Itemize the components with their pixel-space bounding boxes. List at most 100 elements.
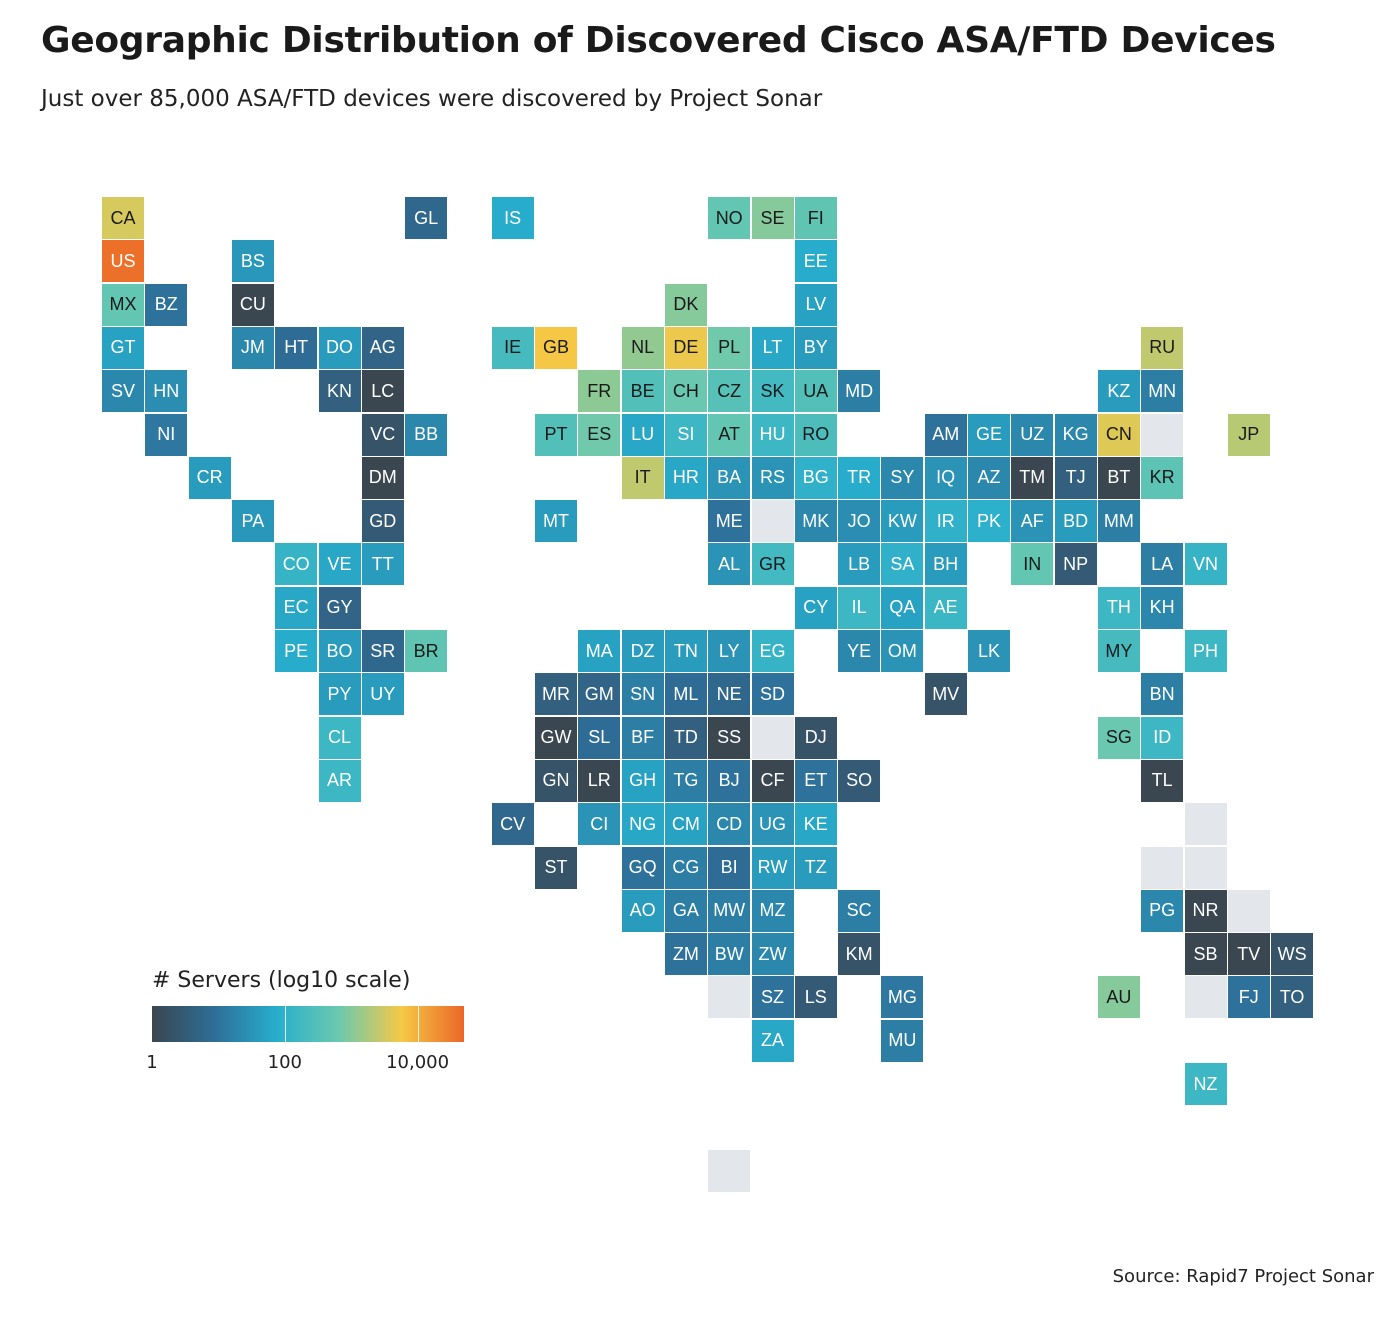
tile-mx: MX bbox=[102, 283, 144, 326]
tile-pt: PT bbox=[535, 413, 577, 456]
tile-cl: CL bbox=[318, 716, 361, 759]
tile-pl: PL bbox=[708, 326, 751, 369]
tile-mz: MZ bbox=[751, 889, 794, 932]
tile-br: BR bbox=[405, 630, 448, 672]
tile-mt: MT bbox=[535, 500, 577, 543]
tile-ga: GA bbox=[664, 889, 707, 932]
tile-mm: MM bbox=[1097, 500, 1140, 543]
legend-tick-label: 1 bbox=[146, 1052, 158, 1073]
chart-subtitle: Just over 85,000 ASA/FTD devices were di… bbox=[41, 86, 823, 112]
tile-ni: NI bbox=[145, 413, 188, 456]
tile-af: AF bbox=[1011, 500, 1054, 543]
tile-ee: EE bbox=[794, 240, 837, 283]
tile-cz: CZ bbox=[708, 370, 751, 413]
tile-tz: TZ bbox=[794, 846, 837, 889]
tile-ae: AE bbox=[924, 586, 967, 629]
tile-th: TH bbox=[1097, 586, 1140, 629]
tile-st: ST bbox=[535, 846, 577, 889]
tile-hn: HN bbox=[145, 370, 188, 413]
tile-nz: NZ bbox=[1184, 1063, 1227, 1105]
tile-gn: GN bbox=[535, 759, 577, 802]
tile-gw: GW bbox=[535, 716, 577, 759]
tile-lk: LK bbox=[968, 630, 1010, 672]
tile-kw: KW bbox=[881, 500, 924, 543]
tile-tg: TG bbox=[664, 759, 707, 802]
tile-hu: HU bbox=[751, 413, 794, 456]
tile-my: MY bbox=[1097, 630, 1140, 672]
tile-tr: TR bbox=[838, 456, 881, 499]
tile-tm: TM bbox=[1011, 456, 1054, 499]
tile-no-data bbox=[708, 1149, 751, 1192]
tile-co: CO bbox=[275, 543, 318, 586]
tile-cv: CV bbox=[491, 803, 534, 846]
tile-nl: NL bbox=[621, 326, 664, 369]
legend-tick-label: 10,000 bbox=[386, 1052, 450, 1073]
legend-tick-mark bbox=[417, 1006, 419, 1042]
tile-zm: ZM bbox=[664, 933, 707, 976]
tile-gr: GR bbox=[751, 543, 794, 586]
tile-at: AT bbox=[708, 413, 751, 456]
tile-vc: VC bbox=[361, 413, 404, 456]
tile-np: NP bbox=[1054, 543, 1097, 586]
tile-pk: PK bbox=[968, 500, 1010, 543]
tile-ht: HT bbox=[275, 326, 318, 369]
tile-kh: KH bbox=[1141, 586, 1184, 629]
tile-kg: KG bbox=[1054, 413, 1097, 456]
tile-si: SI bbox=[664, 413, 707, 456]
tile-bf: BF bbox=[621, 716, 664, 759]
tile-it: IT bbox=[621, 456, 664, 499]
tile-ls: LS bbox=[794, 976, 837, 1019]
tile-za: ZA bbox=[751, 1019, 794, 1062]
tile-cf: CF bbox=[751, 759, 794, 802]
tile-sl: SL bbox=[578, 716, 621, 759]
tile-jo: JO bbox=[838, 500, 881, 543]
tile-ar: AR bbox=[318, 759, 361, 802]
tile-sy: SY bbox=[881, 456, 924, 499]
tile-ge: GE bbox=[968, 413, 1010, 456]
tile-bh: BH bbox=[924, 543, 967, 586]
tile-sn: SN bbox=[621, 673, 664, 716]
tile-ag: AG bbox=[361, 326, 404, 369]
tile-sa: SA bbox=[881, 543, 924, 586]
tile-td: TD bbox=[664, 716, 707, 759]
tile-me: ME bbox=[708, 500, 751, 543]
tile-ss: SS bbox=[708, 716, 751, 759]
tile-qa: QA bbox=[881, 586, 924, 629]
tile-rs: RS bbox=[751, 456, 794, 499]
tile-do: DO bbox=[318, 326, 361, 369]
tile-mw: MW bbox=[708, 889, 751, 932]
tile-tt: TT bbox=[361, 543, 404, 586]
tile-ro: RO bbox=[794, 413, 837, 456]
tile-pe: PE bbox=[275, 630, 318, 672]
chart-title: Geographic Distribution of Discovered Ci… bbox=[41, 20, 1276, 61]
legend-tick-label: 100 bbox=[267, 1052, 302, 1073]
tile-vn: VN bbox=[1184, 543, 1227, 586]
tile-mr: MR bbox=[535, 673, 577, 716]
tile-bg: BG bbox=[794, 456, 837, 499]
tile-om: OM bbox=[881, 630, 924, 672]
tile-jp: JP bbox=[1227, 413, 1270, 456]
tile-uz: UZ bbox=[1011, 413, 1054, 456]
tile-ye: YE bbox=[838, 630, 881, 672]
tile-zw: ZW bbox=[751, 933, 794, 976]
tile-ie: IE bbox=[491, 326, 534, 369]
tile-bs: BS bbox=[231, 240, 274, 283]
tile-no-data bbox=[1227, 889, 1270, 932]
tile-no-data bbox=[1184, 976, 1227, 1019]
tile-tj: TJ bbox=[1054, 456, 1097, 499]
tile-so: SO bbox=[838, 759, 881, 802]
tile-ke: KE bbox=[794, 803, 837, 846]
tile-ba: BA bbox=[708, 456, 751, 499]
tile-cd: CD bbox=[708, 803, 751, 846]
tile-ng: NG bbox=[621, 803, 664, 846]
tile-kz: KZ bbox=[1097, 370, 1140, 413]
tile-sd: SD bbox=[751, 673, 794, 716]
tile-et: ET bbox=[794, 759, 837, 802]
tile-dz: DZ bbox=[621, 630, 664, 672]
tile-sk: SK bbox=[751, 370, 794, 413]
tile-la: LA bbox=[1141, 543, 1184, 586]
tile-py: PY bbox=[318, 673, 361, 716]
tile-ci: CI bbox=[578, 803, 621, 846]
tile-no-data bbox=[751, 716, 794, 759]
